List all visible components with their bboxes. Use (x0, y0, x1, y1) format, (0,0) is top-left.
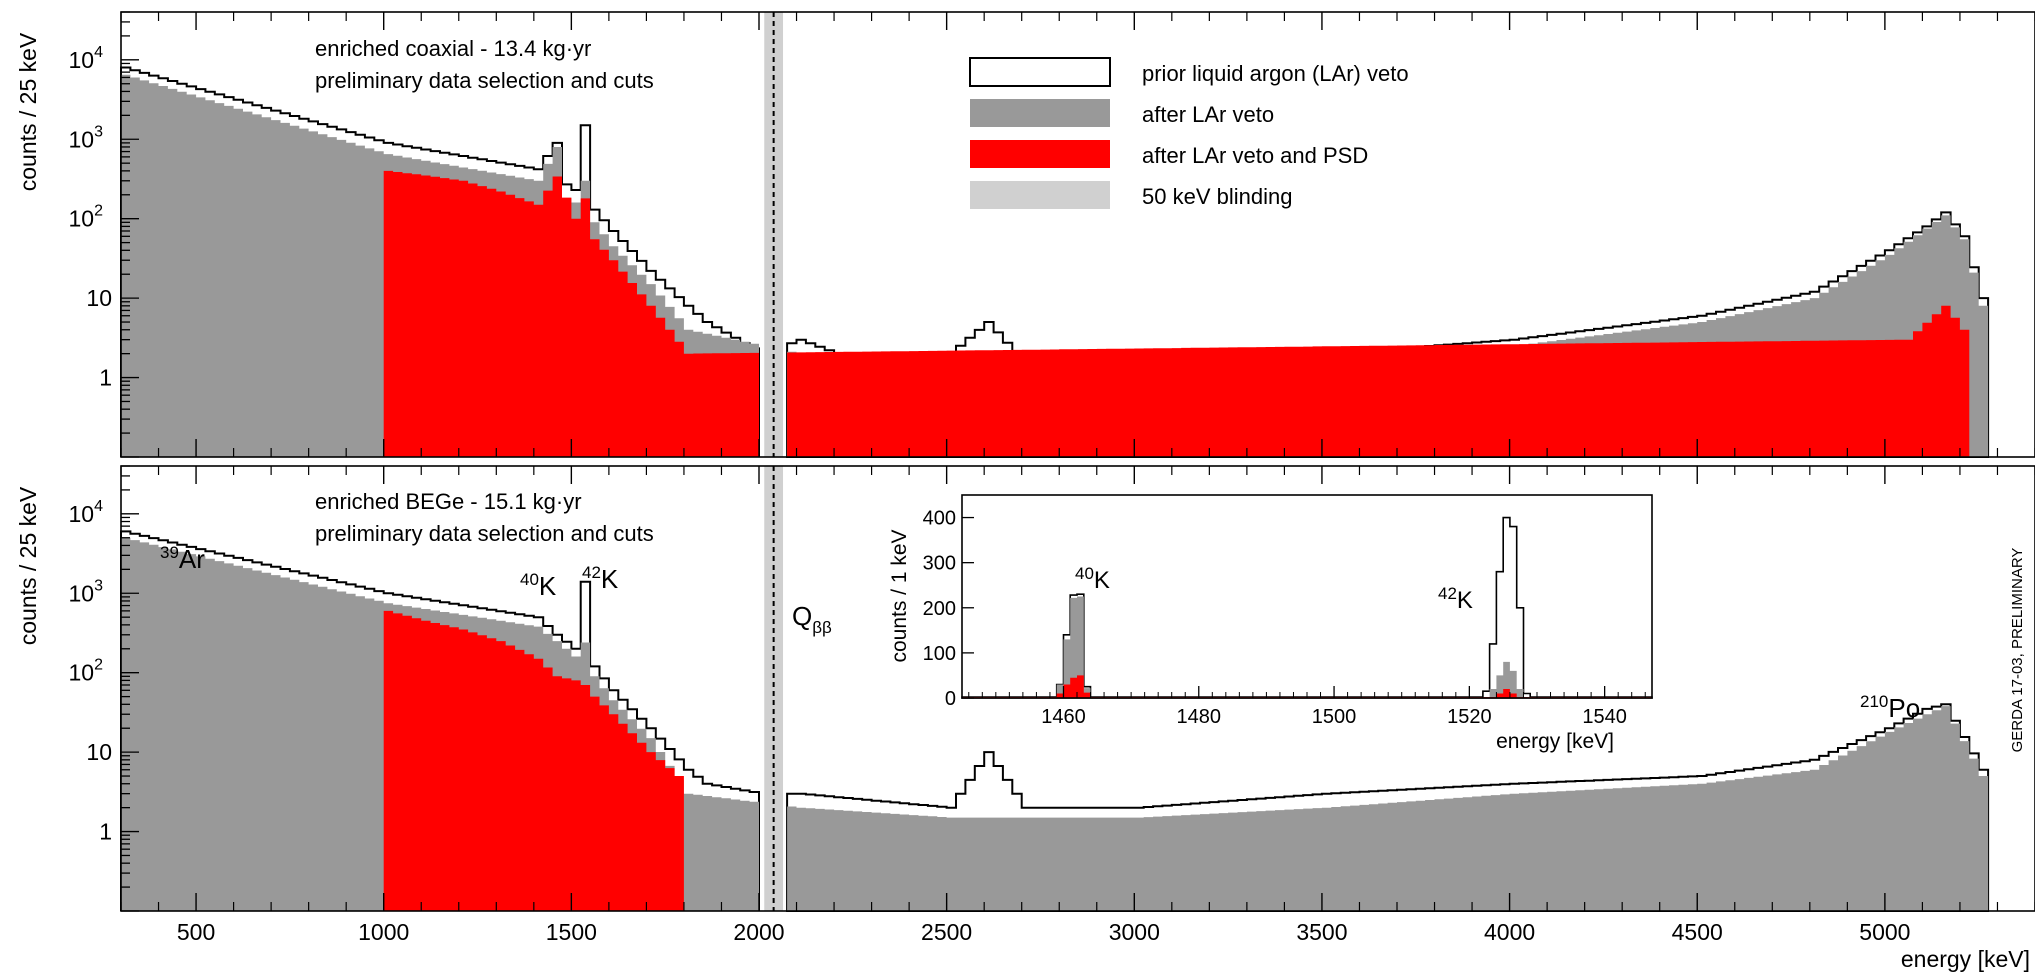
legend-label-blinding: 50 keV blinding (1142, 184, 1292, 209)
inset-y-tick-label: 300 (923, 553, 956, 575)
inset-y-tick-label: 0 (945, 688, 956, 710)
legend-swatch-after-lar (970, 99, 1110, 127)
x-tick-label: 3000 (1109, 919, 1160, 945)
inset-y-tick-label: 400 (923, 508, 956, 530)
y-tick-label: 1 (99, 819, 112, 845)
inset-x-tick-label: 1520 (1447, 706, 1492, 728)
legend-swatch-blinding (970, 181, 1110, 209)
legend-label-after-psd: after LAr veto and PSD (1142, 143, 1368, 168)
y-tick-label: 10 (86, 739, 112, 765)
legend-label-after-lar: after LAr veto (1142, 102, 1274, 127)
inset-x-tick-label: 1500 (1312, 706, 1357, 728)
inset-x-tick-label: 1480 (1177, 706, 1222, 728)
x-tick-label: 3500 (1296, 919, 1347, 945)
preliminary-side-label: GERDA 17-03, PRELIMINARY (2009, 548, 2026, 753)
x-tick-label: 1000 (358, 919, 409, 945)
panel-coaxial-blinding-window (764, 12, 783, 457)
inset-y-axis-label: counts / 1 keV (888, 529, 911, 662)
inset-x-tick-label: 1540 (1582, 706, 1627, 728)
y-tick-label: 10 (86, 285, 112, 311)
legend-swatch-prior (970, 58, 1110, 86)
x-tick-label: 4500 (1672, 919, 1723, 945)
y-axis-label-bege: counts / 25 keV (15, 486, 41, 645)
x-tick-label: 5000 (1859, 919, 1910, 945)
x-tick-label: 1500 (546, 919, 597, 945)
legend-swatch-after-psd (970, 140, 1110, 168)
panel-coaxial-subtitle: preliminary data selection and cuts (315, 68, 654, 93)
inset-y-tick-label: 100 (923, 643, 956, 665)
y-axis-label-coaxial: counts / 25 keV (15, 32, 41, 191)
x-tick-label: 2500 (921, 919, 972, 945)
legend-label-prior: prior liquid argon (LAr) veto (1142, 61, 1409, 86)
panel-bege-subtitle: preliminary data selection and cuts (315, 521, 654, 546)
panel-bege-blinding-window (764, 466, 783, 911)
x-tick-label: 500 (177, 919, 215, 945)
x-tick-label: 2000 (733, 919, 784, 945)
inset-x-axis-label: energy [keV] (1496, 730, 1614, 753)
y-tick-label: 1 (99, 365, 112, 391)
x-tick-label: 4000 (1484, 919, 1535, 945)
panel-bege-title: enriched BEGe - 15.1 kg·yr (315, 489, 582, 514)
inset-y-tick-label: 200 (923, 598, 956, 620)
x-axis-label: energy [keV] (1901, 946, 2030, 972)
panel-coaxial-title: enriched coaxial - 13.4 kg·yr (315, 36, 591, 61)
inset-x-tick-label: 1460 (1041, 706, 1086, 728)
